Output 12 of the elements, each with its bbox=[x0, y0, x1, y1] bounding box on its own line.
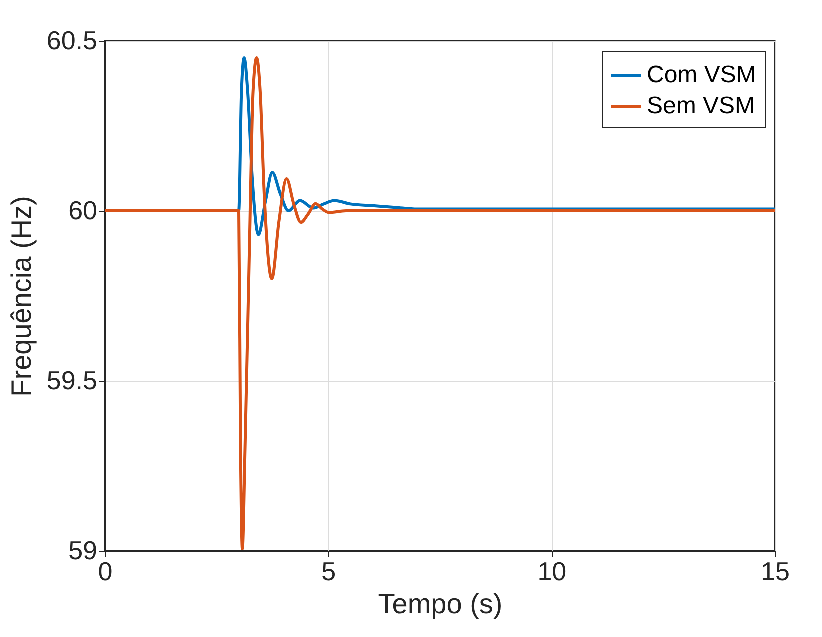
legend-label: Sem VSM bbox=[647, 92, 756, 120]
y-axis-title: Frequência (Hz) bbox=[6, 196, 37, 397]
x-tick-label: 5 bbox=[322, 556, 336, 586]
x-tick-label: 15 bbox=[761, 556, 790, 586]
x-tick-label: 0 bbox=[98, 556, 113, 586]
x-axis-title: Tempo (s) bbox=[378, 588, 503, 620]
x-tick-label: 10 bbox=[538, 556, 567, 586]
y-tick-label: 60 bbox=[68, 196, 98, 226]
y-tick-label: 59.5 bbox=[46, 366, 98, 396]
legend-label: Com VSM bbox=[647, 62, 756, 88]
y-tick-label: 60.5 bbox=[46, 26, 98, 56]
y-tick-label: 59 bbox=[68, 536, 98, 566]
